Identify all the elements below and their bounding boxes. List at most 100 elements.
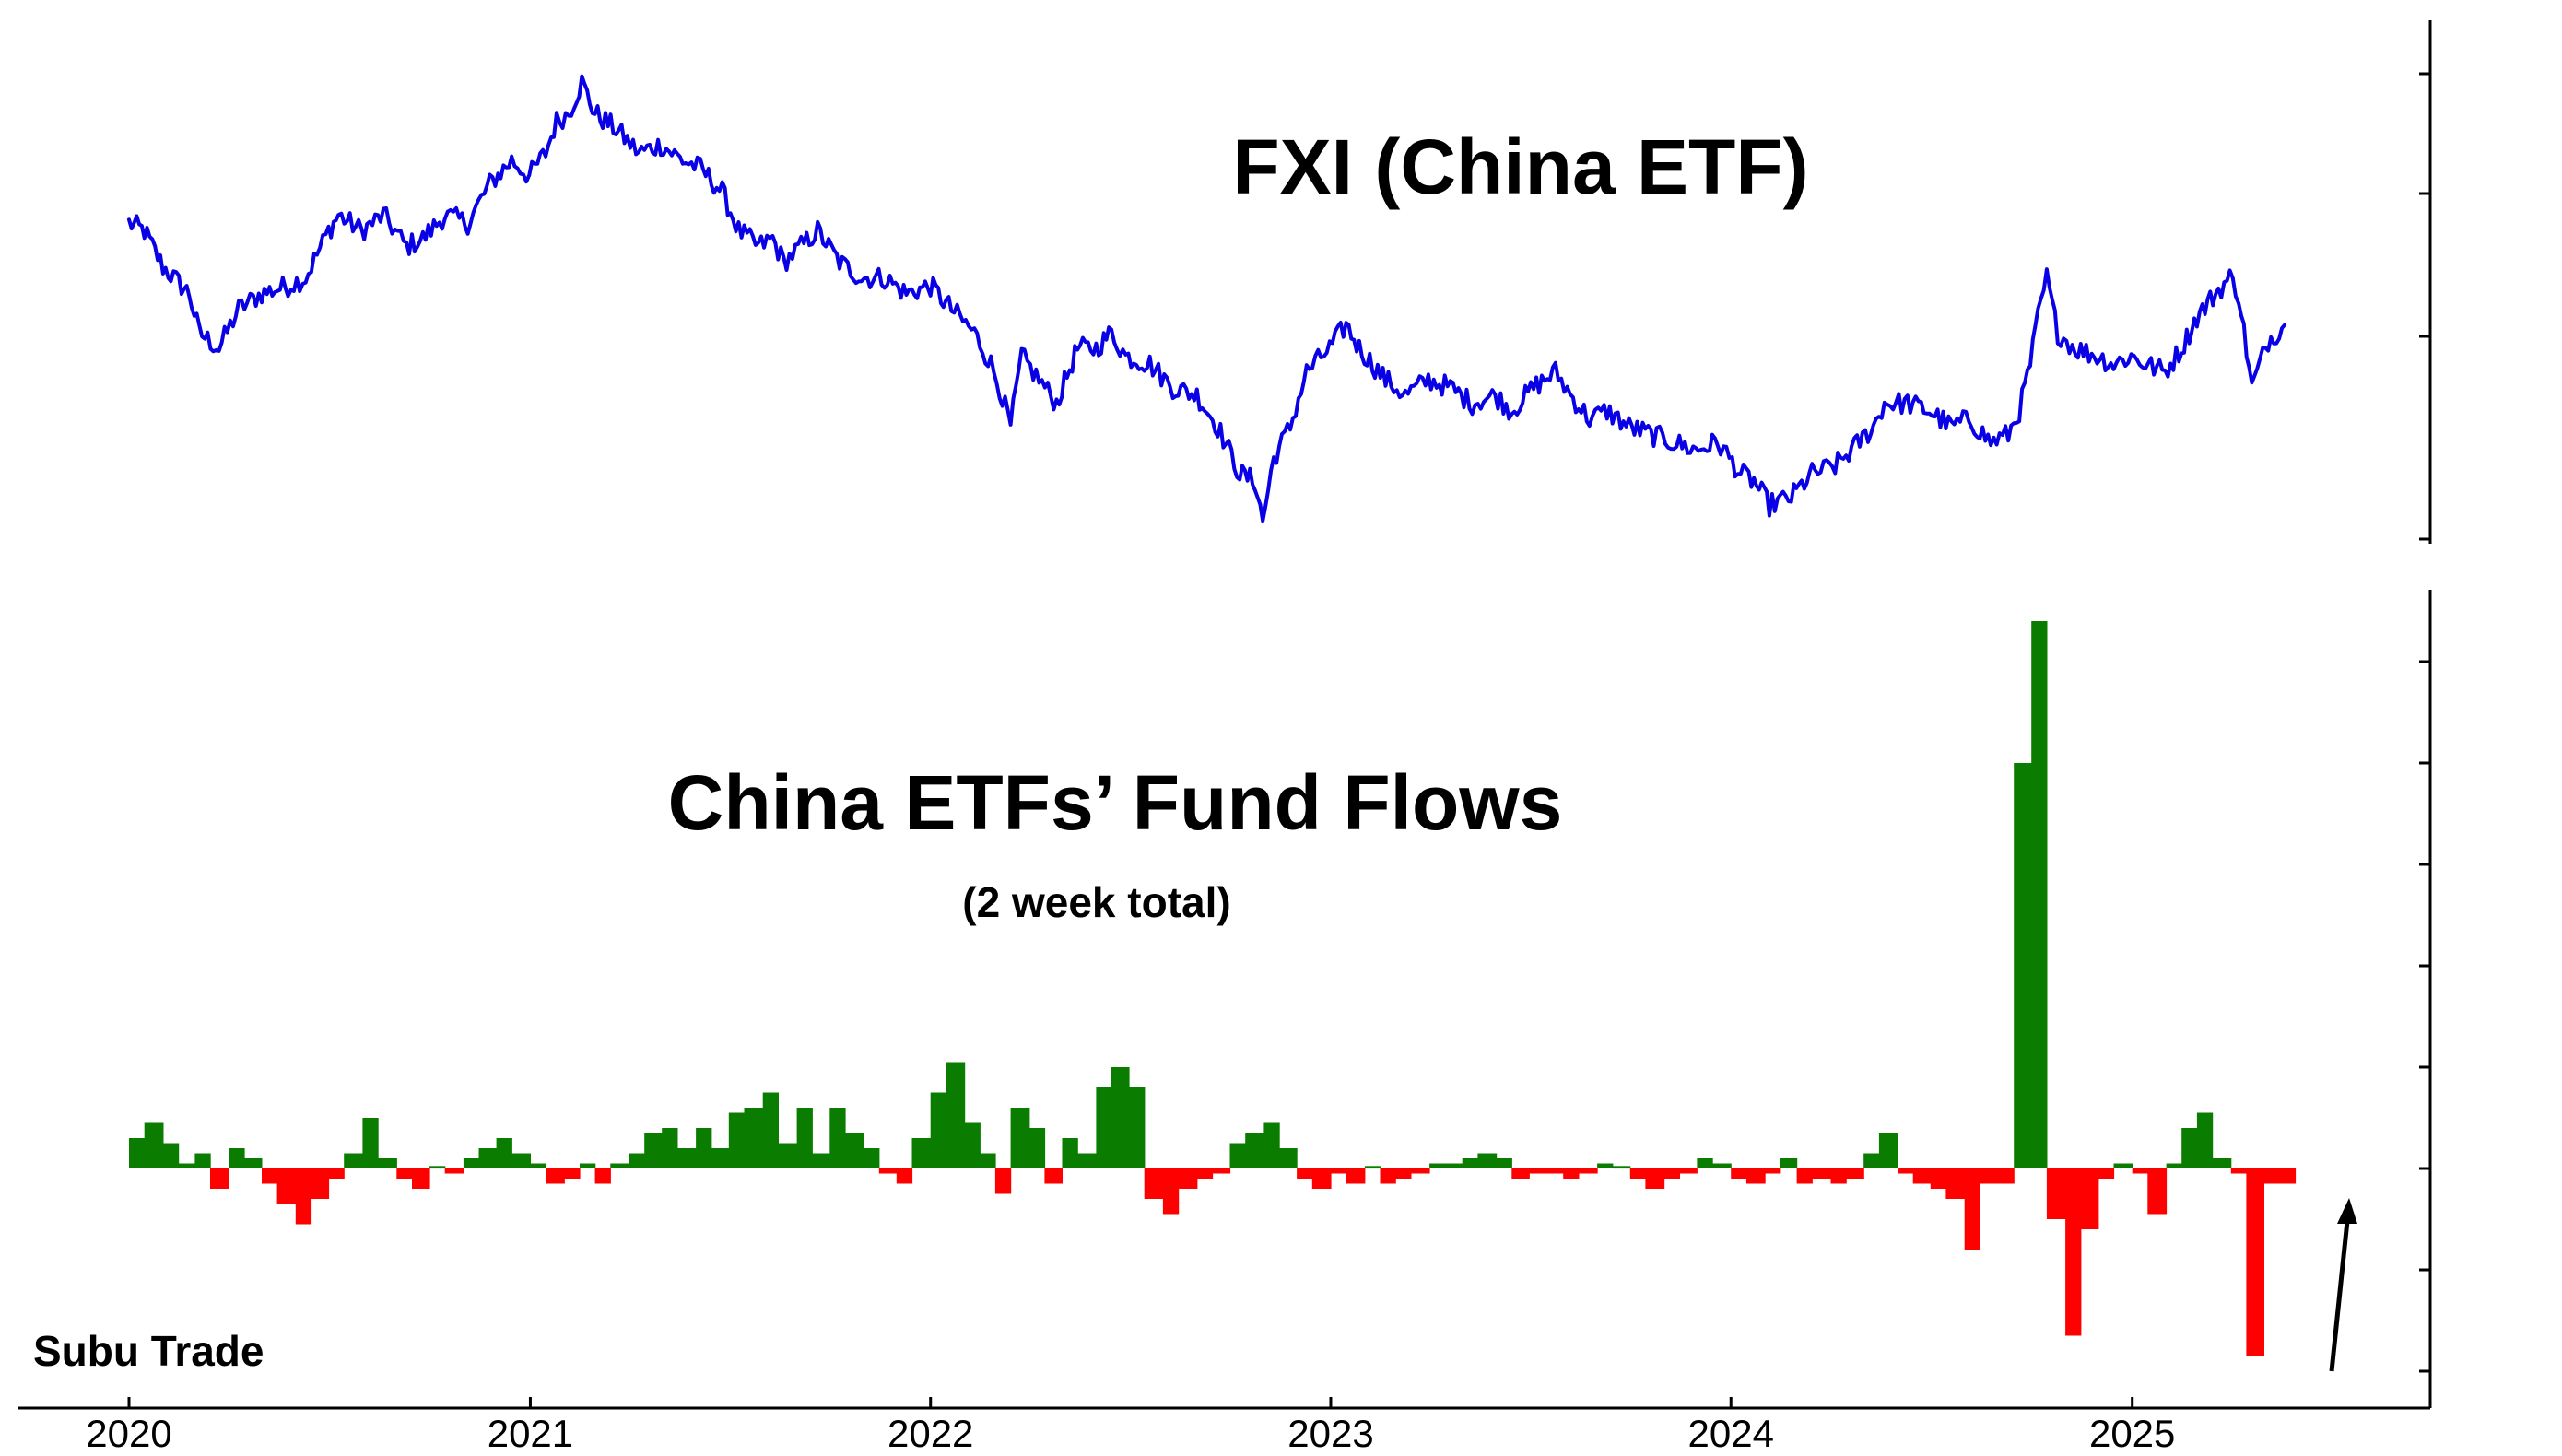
flow-bar (2230, 1168, 2248, 1174)
flow-bar (911, 1138, 932, 1168)
flow-bar (864, 1148, 880, 1168)
fund-flows-subtitle: (2 week total) (962, 878, 1230, 926)
flow-bar (396, 1168, 413, 1179)
flow-bar (1964, 1168, 1980, 1250)
flow-bar (580, 1163, 596, 1168)
flow-bar (778, 1143, 798, 1168)
flow-bar (1010, 1108, 1030, 1168)
flow-bar (711, 1148, 730, 1168)
flow-bar (2031, 621, 2048, 1168)
flow-bar (2014, 763, 2032, 1168)
flow-bar (762, 1092, 779, 1168)
fund-flows-panel: China ETFs’ Fund Flows (2 week total) (129, 590, 2432, 1408)
flow-bar (344, 1153, 363, 1168)
flow-bar (878, 1168, 898, 1174)
flow-bar (1945, 1168, 1966, 1199)
flow-bar (2246, 1168, 2264, 1356)
flow-bar (1679, 1168, 1698, 1174)
flow-bar (1429, 1163, 1446, 1168)
flow-bar (178, 1163, 195, 1168)
flow-bar (964, 1122, 981, 1168)
flow-bar (1712, 1163, 1732, 1168)
flow-bar (744, 1108, 764, 1168)
flow-bar (930, 1092, 946, 1168)
x-tick-label: 2025 (2089, 1412, 2175, 1455)
x-tick-label: 2023 (1287, 1412, 1373, 1455)
flow-bar (328, 1168, 345, 1179)
flow-bar (1162, 1168, 1180, 1215)
flow-bar (812, 1153, 830, 1168)
flow-bar (796, 1108, 813, 1168)
flow-bar (728, 1112, 746, 1168)
flow-bar (1462, 1158, 1478, 1168)
flow-bar (1529, 1168, 1545, 1174)
flow-bar (644, 1133, 663, 1168)
flow-bar (1812, 1168, 1832, 1179)
flow-bar (829, 1108, 846, 1168)
flow-bar (1364, 1166, 1381, 1169)
flow-bar (1062, 1138, 1078, 1168)
fund-flow-bars (129, 621, 2297, 1356)
flow-bar (1311, 1168, 1332, 1189)
flow-bar (1563, 1168, 1580, 1179)
flow-bar (1731, 1168, 1747, 1179)
flow-bar (1477, 1153, 1498, 1168)
flow-bar (844, 1133, 864, 1168)
flow-bar (378, 1158, 397, 1168)
flow-bar (564, 1168, 581, 1179)
flow-bar (1245, 1133, 1264, 1168)
flow-bar (610, 1163, 630, 1168)
flow-bar (1629, 1168, 1647, 1179)
fxi-price-line (127, 74, 2287, 523)
flow-bar (546, 1168, 565, 1184)
flow-bar (2166, 1163, 2182, 1168)
flow-bar (1878, 1133, 1898, 1168)
flow-bar (1780, 1158, 1798, 1168)
x-tick-label: 2024 (1688, 1412, 1774, 1455)
flow-bar (696, 1128, 712, 1168)
flow-bar (1111, 1067, 1130, 1168)
flow-bar (1077, 1153, 1097, 1168)
flow-bar (210, 1168, 229, 1189)
fxi-price-panel: FXI (China ETF) (127, 20, 2432, 544)
flow-bar (429, 1166, 446, 1169)
fund-flows-title: China ETFs’ Fund Flows (668, 759, 1563, 846)
flow-bar (1597, 1163, 1614, 1168)
flow-bar (946, 1062, 966, 1168)
flow-bar (1998, 1168, 2015, 1184)
flow-bar (676, 1148, 697, 1168)
watermark: Subu Trade (33, 1327, 264, 1375)
flow-bar (311, 1168, 330, 1199)
flow-bar (1830, 1168, 1847, 1184)
x-tick-label: 2021 (488, 1412, 573, 1455)
flow-bar (478, 1148, 498, 1168)
fxi-chart-title: FXI (China ETF) (1232, 123, 1808, 210)
flow-bar (1578, 1168, 1598, 1174)
flow-bar (1645, 1168, 1665, 1189)
flow-bar (1496, 1158, 1512, 1168)
flow-bar (1930, 1168, 1947, 1189)
flow-bar (1796, 1168, 1813, 1184)
flow-bar (1096, 1087, 1112, 1168)
flow-bar (444, 1168, 464, 1174)
flow-bar (1297, 1168, 1313, 1179)
flow-bar (1545, 1168, 1564, 1174)
flow-bar (2263, 1168, 2297, 1184)
flow-bar (896, 1168, 913, 1184)
flow-bar (1410, 1168, 1430, 1174)
flow-bar (1196, 1168, 1214, 1179)
upward-arrow-icon (2329, 1198, 2357, 1372)
flow-bar (295, 1168, 312, 1225)
flow-bar (144, 1122, 164, 1168)
flow-bar (2132, 1168, 2148, 1174)
flow-bar (362, 1118, 379, 1168)
flow-bar (1612, 1166, 1631, 1169)
flow-bar (194, 1153, 211, 1168)
x-axis: 2020 2021 2022 2023 2024 2025 (18, 1397, 2430, 1455)
flow-bar (2080, 1168, 2099, 1229)
flow-bar (1511, 1168, 1530, 1179)
flow-bar (980, 1153, 996, 1168)
flow-bar (463, 1158, 480, 1168)
x-tick-label: 2022 (887, 1412, 973, 1455)
